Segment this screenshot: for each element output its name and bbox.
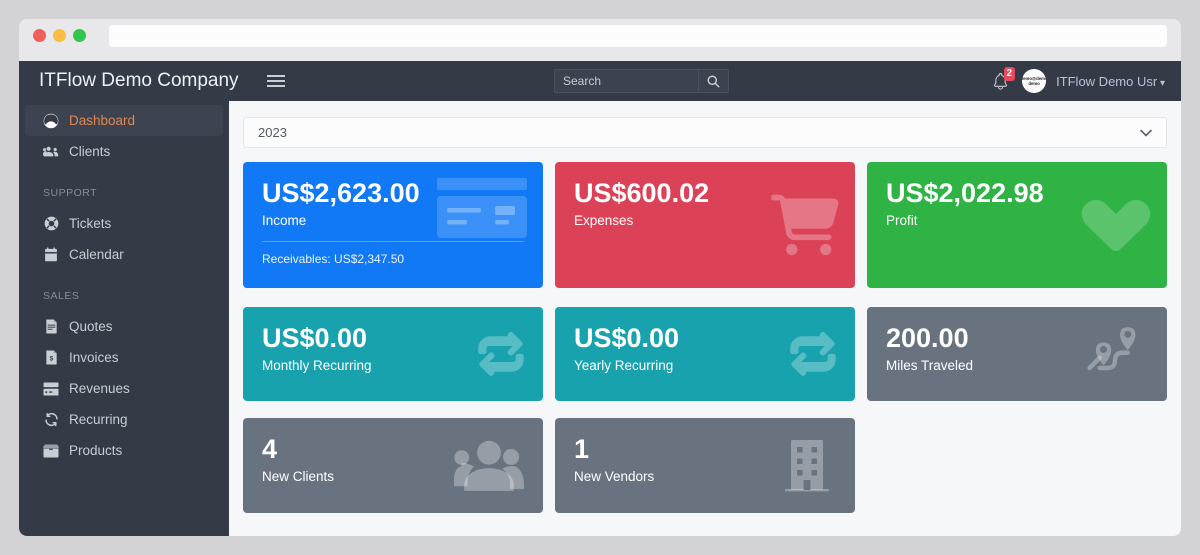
svg-text:$: $ xyxy=(49,356,53,363)
